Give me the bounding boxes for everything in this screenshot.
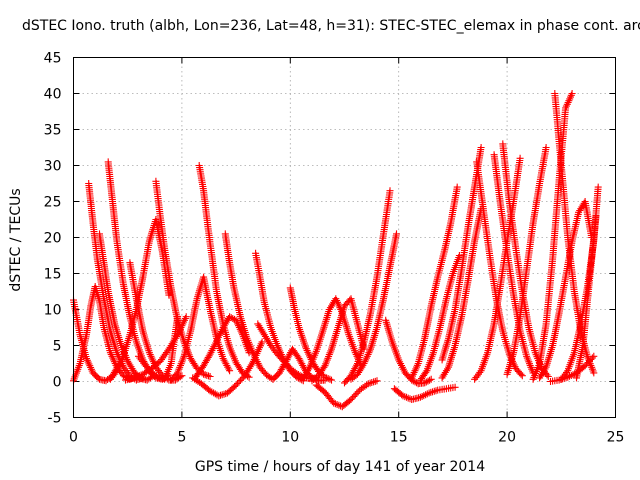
series-arc: [85, 180, 147, 384]
data-point-markers: [529, 90, 576, 383]
data-point-markers: [503, 144, 550, 378]
y-tick-label: 30: [44, 159, 62, 175]
series-arc: [299, 295, 366, 382]
data-point-markers: [573, 212, 600, 382]
data-point-markers: [390, 383, 459, 403]
x-ticks: 0 5 10 15 20 25: [69, 57, 625, 446]
series-arc: [286, 284, 335, 384]
x-tick-label: 15: [390, 430, 408, 446]
x-tick-label: 5: [177, 430, 186, 446]
series-arc: [312, 377, 381, 411]
series-arc: [536, 198, 596, 382]
series-arc: [189, 338, 266, 400]
series-arc: [195, 162, 253, 381]
data-point-markers: [299, 295, 366, 382]
data-point-markers: [347, 230, 400, 383]
data-point-markers: [416, 252, 463, 384]
y-tick-label: 15: [44, 267, 62, 283]
y-tick-label: 40: [44, 87, 62, 103]
y-tick-label: 5: [53, 339, 62, 355]
y-tick-label: 45: [44, 51, 62, 67]
data-point-markers: [408, 183, 461, 382]
series-arc: [438, 205, 485, 382]
series-arc: [382, 316, 435, 388]
data-point-markers: [536, 198, 596, 382]
series-arc: [503, 144, 550, 378]
data-point-markers: [382, 316, 435, 388]
x-tick-label: 20: [498, 430, 516, 446]
data-point-markers: [167, 273, 234, 384]
series-arc: [347, 230, 400, 383]
series-arc: [135, 313, 182, 383]
y-axis-title: dSTEC / TECUs: [8, 188, 24, 291]
data-point-markers: [135, 313, 182, 383]
y-tick-label: 10: [44, 303, 62, 319]
y-tick-label: 20: [44, 231, 62, 247]
data-point-markers: [286, 284, 335, 384]
data-point-markers: [341, 187, 394, 387]
x-tick-label: 25: [607, 430, 625, 446]
data-point-markers: [85, 180, 147, 384]
series-arc: [308, 295, 368, 385]
chart-title: dSTEC Iono. truth (albh, Lon=236, Lat=48…: [22, 18, 640, 34]
x-axis-title: GPS time / hours of day 141 of year 2014: [195, 459, 485, 475]
y-tick-label: -5: [48, 411, 62, 427]
data-point-markers: [195, 162, 253, 381]
series-arc: [416, 252, 463, 384]
series-arc: [390, 383, 459, 403]
y-tick-label: 0: [53, 375, 62, 391]
x-tick-label: 10: [281, 430, 299, 446]
series-arc: [573, 212, 600, 382]
data-point-markers: [438, 205, 485, 382]
plot-frame: [73, 57, 616, 418]
y-tick-label: 25: [44, 195, 62, 211]
series-arc: [167, 273, 234, 384]
y-tick-label: 35: [44, 123, 62, 139]
series-arc: [341, 187, 394, 387]
series-arc: [529, 90, 576, 383]
data-point-markers: [189, 338, 266, 400]
data-point-markers: [221, 230, 277, 383]
data-point-markers: [308, 295, 368, 385]
data-point-markers: [312, 377, 381, 411]
series-arc: [408, 183, 461, 382]
data-points: [70, 90, 602, 411]
series-arc: [221, 230, 277, 383]
x-tick-label: 0: [69, 430, 78, 446]
